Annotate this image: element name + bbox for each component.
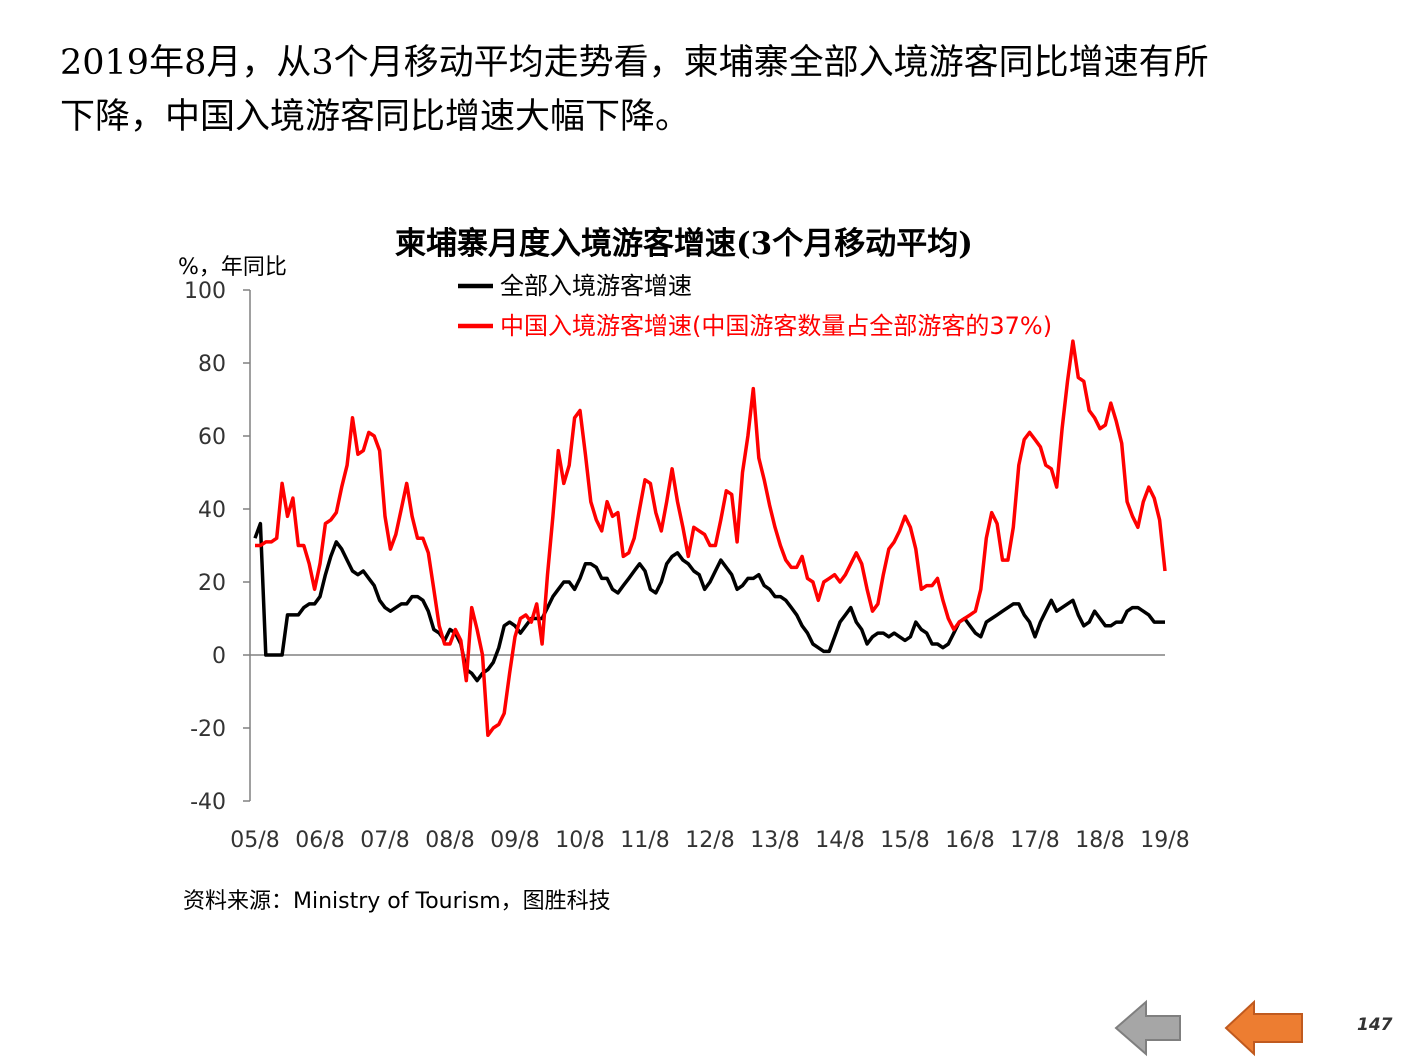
headline: 2019年8月，从3个月移动平均走势看，柬埔寨全部入境游客同比增速有所 下降，中… bbox=[60, 36, 1360, 144]
line-chart: -40 -20 0 20 40 60 80 100 05/8 06/8 07/8 08/8 09/8 10… bbox=[184, 272, 1190, 853]
x-tick-label: 06/8 bbox=[295, 828, 344, 853]
back-arrow-button[interactable] bbox=[1114, 999, 1184, 1057]
x-tick-label: 05/8 bbox=[230, 828, 279, 853]
y-tick-label: -40 bbox=[190, 790, 226, 815]
y-tick-label: 100 bbox=[184, 279, 226, 304]
series-line-total bbox=[253, 521, 1165, 683]
x-tick-label: 13/8 bbox=[750, 828, 799, 853]
x-tick-label: 15/8 bbox=[880, 828, 929, 853]
x-tick-label: 17/8 bbox=[1010, 828, 1059, 853]
y-axis-unit-label: %，年同比 bbox=[178, 255, 287, 280]
headline-line-2: 下降，中国入境游客同比增速大幅下降。 bbox=[60, 97, 691, 137]
y-tick-label: 60 bbox=[198, 425, 226, 450]
x-tick-label: 08/8 bbox=[425, 828, 474, 853]
y-tick-label: 80 bbox=[198, 352, 226, 377]
source-note: 资料来源：Ministry of Tourism，图胜科技 bbox=[183, 889, 611, 914]
x-tick-label: 14/8 bbox=[815, 828, 864, 853]
x-tick-label: 07/8 bbox=[360, 828, 409, 853]
x-tick-label: 11/8 bbox=[620, 828, 669, 853]
x-tick-label: 16/8 bbox=[945, 828, 994, 853]
y-tick-label: 0 bbox=[212, 644, 226, 669]
x-tick-label: 18/8 bbox=[1075, 828, 1124, 853]
x-tick-label: 12/8 bbox=[685, 828, 734, 853]
y-tick-label: 40 bbox=[198, 498, 226, 523]
x-tick-label: 10/8 bbox=[555, 828, 604, 853]
series-line-china bbox=[255, 339, 1167, 738]
y-tick-label: 20 bbox=[198, 571, 226, 596]
x-tick-label: 09/8 bbox=[490, 828, 539, 853]
legend-label-total: 全部入境游客增速 bbox=[500, 272, 692, 300]
legend-label-china: 中国入境游客增速(中国游客数量占全部游客的37%) bbox=[500, 312, 1052, 340]
x-tick-label: 19/8 bbox=[1140, 828, 1189, 853]
page-number: 147 bbox=[1357, 1015, 1393, 1035]
left-arrow-gray-icon bbox=[1114, 999, 1181, 1057]
headline-line-1: 2019年8月，从3个月移动平均走势看，柬埔寨全部入境游客同比增速有所 bbox=[60, 43, 1209, 83]
y-tick-label: -20 bbox=[190, 717, 226, 742]
chart-title: 柬埔寨月度入境游客增速(3个月移动平均) bbox=[395, 226, 973, 262]
previous-arrow-button[interactable] bbox=[1224, 999, 1306, 1057]
left-arrow-orange-icon bbox=[1224, 999, 1303, 1057]
